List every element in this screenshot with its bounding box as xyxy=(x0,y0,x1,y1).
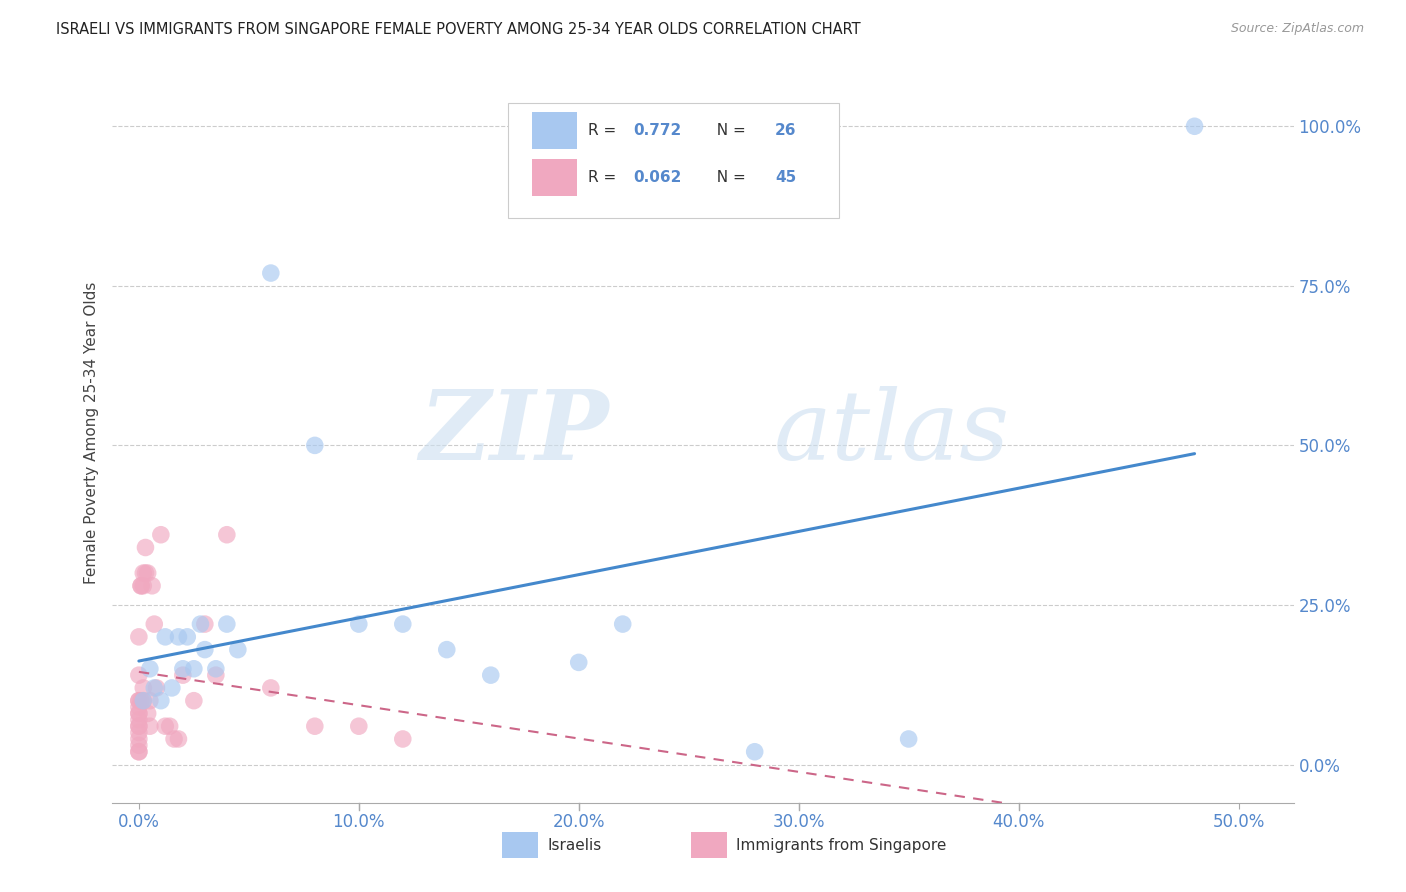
Point xyxy=(194,642,217,657)
Bar xyxy=(692,832,727,858)
Point xyxy=(226,642,249,657)
Point xyxy=(128,719,150,733)
Text: 45: 45 xyxy=(775,169,796,185)
Point xyxy=(215,617,238,632)
Point xyxy=(143,617,166,632)
Point xyxy=(215,527,238,541)
Point xyxy=(149,527,172,541)
Point xyxy=(155,719,177,733)
Point xyxy=(612,617,634,632)
Point xyxy=(128,694,150,708)
Bar xyxy=(502,832,537,858)
Point xyxy=(391,731,413,746)
Point xyxy=(128,630,150,644)
Text: ZIP: ZIP xyxy=(419,385,609,480)
Point xyxy=(479,668,502,682)
Point xyxy=(304,438,326,452)
Point xyxy=(159,719,181,733)
Text: R =: R = xyxy=(589,122,621,137)
Text: Immigrants from Singapore: Immigrants from Singapore xyxy=(737,838,946,854)
Point xyxy=(145,681,167,695)
Point xyxy=(260,681,283,695)
Point xyxy=(391,617,413,632)
Text: N =: N = xyxy=(707,169,751,185)
Point xyxy=(134,566,156,580)
Point xyxy=(172,662,194,676)
Point xyxy=(128,731,150,746)
Point xyxy=(172,668,194,682)
Point xyxy=(205,662,228,676)
Point xyxy=(205,668,228,682)
Point xyxy=(149,694,172,708)
Point xyxy=(436,642,458,657)
Point xyxy=(139,694,162,708)
Point xyxy=(128,706,150,721)
Point xyxy=(568,656,591,670)
Text: 0.772: 0.772 xyxy=(633,122,682,137)
Point xyxy=(128,694,150,708)
Point xyxy=(897,731,920,746)
Point xyxy=(128,725,150,739)
Point xyxy=(128,745,150,759)
Point xyxy=(194,617,217,632)
Point xyxy=(163,731,186,746)
Point xyxy=(347,719,370,733)
Point xyxy=(304,719,326,733)
Point xyxy=(141,579,163,593)
Point xyxy=(139,719,162,733)
Bar xyxy=(531,159,576,195)
Point xyxy=(167,630,190,644)
Point xyxy=(183,662,205,676)
Point xyxy=(176,630,198,644)
Text: N =: N = xyxy=(707,122,751,137)
Point xyxy=(128,745,150,759)
Point xyxy=(128,706,150,721)
Point xyxy=(129,579,152,593)
Point xyxy=(183,694,205,708)
Point xyxy=(139,662,162,676)
Point xyxy=(132,579,155,593)
Point xyxy=(128,700,150,714)
Point xyxy=(128,739,150,753)
Text: Source: ZipAtlas.com: Source: ZipAtlas.com xyxy=(1230,22,1364,36)
Point xyxy=(134,541,156,555)
Text: 0.062: 0.062 xyxy=(633,169,682,185)
Point xyxy=(132,694,155,708)
Text: 26: 26 xyxy=(775,122,797,137)
Text: R =: R = xyxy=(589,169,621,185)
Point xyxy=(160,681,183,695)
Text: atlas: atlas xyxy=(773,385,1010,480)
FancyBboxPatch shape xyxy=(508,103,839,218)
Point xyxy=(136,706,159,721)
Point xyxy=(155,630,177,644)
Point xyxy=(132,681,155,695)
Point xyxy=(129,694,152,708)
Point xyxy=(347,617,370,632)
Point xyxy=(744,745,766,759)
Point xyxy=(136,566,159,580)
Point xyxy=(190,617,212,632)
Point xyxy=(129,579,152,593)
Point xyxy=(1184,120,1206,134)
Y-axis label: Female Poverty Among 25-34 Year Olds: Female Poverty Among 25-34 Year Olds xyxy=(83,282,98,583)
Point xyxy=(132,694,155,708)
Point xyxy=(128,668,150,682)
Point xyxy=(167,731,190,746)
Point xyxy=(128,713,150,727)
Text: ISRAELI VS IMMIGRANTS FROM SINGAPORE FEMALE POVERTY AMONG 25-34 YEAR OLDS CORREL: ISRAELI VS IMMIGRANTS FROM SINGAPORE FEM… xyxy=(56,22,860,37)
Point xyxy=(143,681,166,695)
Text: Israelis: Israelis xyxy=(547,838,602,854)
Point xyxy=(260,266,283,280)
Point xyxy=(128,719,150,733)
Bar xyxy=(531,112,576,149)
Point xyxy=(132,566,155,580)
